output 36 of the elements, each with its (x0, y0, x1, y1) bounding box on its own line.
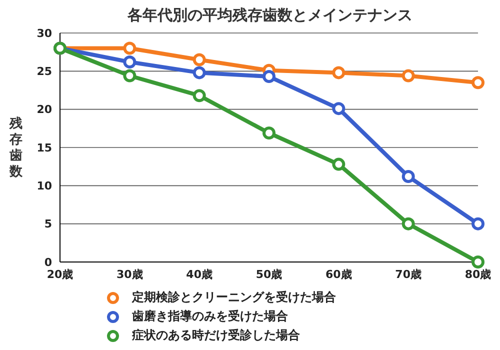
point (332, 102, 346, 116)
point (402, 69, 415, 82)
x-tick-label: 20歳 (46, 268, 74, 281)
x-tick-label: 30歳 (116, 268, 143, 281)
point (402, 217, 415, 230)
y-tick-label: 10 (36, 180, 52, 193)
point (192, 89, 206, 102)
y-tick-label: 0 (44, 256, 52, 269)
y-tick-label: 30 (36, 26, 52, 40)
point (123, 56, 136, 69)
point (123, 69, 136, 82)
y-axis-title: 残存歯数 (8, 116, 24, 180)
point (402, 170, 415, 184)
x-tick-label: 60歳 (326, 268, 352, 281)
point (472, 256, 484, 268)
point (332, 158, 346, 171)
legend-label: 定期検診とクリーニングを受けた場合 (132, 289, 336, 306)
legend-label: 歯磨き指導のみを受けた場合 (132, 308, 288, 325)
x-tick-label: 50歳 (256, 268, 282, 281)
legend-label: 症状のある時だけ受診した場合 (132, 327, 300, 344)
y-tick-label: 15 (36, 141, 52, 154)
point (472, 217, 484, 230)
point (192, 66, 206, 80)
point (472, 76, 484, 90)
y-tick-label: 5 (44, 218, 52, 231)
point (192, 53, 206, 66)
point (332, 66, 346, 80)
chart-title: 各年代別の平均残存歯数とメインテナンス (126, 6, 414, 25)
x-tick-label: 40歳 (186, 268, 212, 281)
point (262, 126, 276, 140)
point (123, 42, 136, 55)
x-tick-label: 70歳 (395, 268, 422, 281)
y-tick-label: 25 (36, 65, 52, 78)
point (262, 70, 276, 84)
y-tick-label: 20 (36, 103, 52, 116)
x-tick-label: 80歳 (464, 268, 492, 281)
